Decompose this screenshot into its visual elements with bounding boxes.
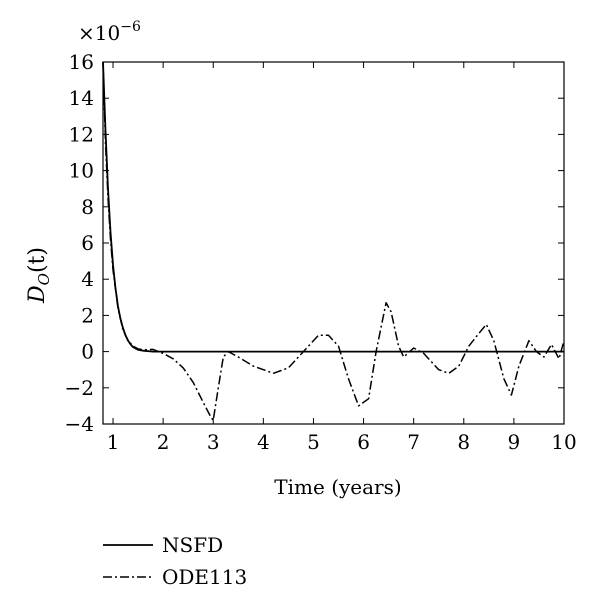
x-tick-label: 10 [551, 430, 576, 454]
x-tick-label: 5 [307, 430, 320, 454]
x-tick-label: 2 [157, 430, 170, 454]
y-tick-label: 2 [81, 303, 94, 327]
y-tick-label: 0 [81, 340, 94, 364]
y-tick-label: 14 [69, 86, 94, 110]
y-tick-label: 4 [81, 267, 94, 291]
series-line-ode113 [102, 61, 565, 422]
y-multiplier-base: ×10 [78, 21, 120, 45]
y-axis-label-subscript: O [35, 273, 53, 285]
x-axis-label: Time (years) [274, 475, 401, 499]
legend: NSFD ODE113 [103, 533, 247, 589]
series-line-nsfd [102, 61, 564, 353]
x-tick-label: 9 [508, 430, 521, 454]
y-axis-label: DO(t) [25, 247, 53, 304]
x-tick-label: 6 [357, 430, 370, 454]
x-tick-label: 8 [457, 430, 470, 454]
y-multiplier-exponent: −6 [120, 19, 141, 35]
y-tick-label: 8 [81, 195, 94, 219]
y-axis-label-argument: (t) [25, 247, 50, 273]
legend-label-nsfd: NSFD [162, 533, 223, 557]
y-tick-label: 16 [69, 50, 94, 74]
legend-label-ode113: ODE113 [162, 565, 247, 589]
x-tick-label: 7 [407, 430, 420, 454]
y-tick-label: −2 [65, 376, 94, 400]
y-multiplier: ×10−6 [78, 19, 141, 45]
y-tick-label: 12 [69, 122, 94, 146]
y-tick-label: −4 [65, 412, 94, 436]
y-tick-label: 6 [81, 231, 94, 255]
y-tick-label: 10 [69, 159, 94, 183]
x-tick-label: 3 [207, 430, 220, 454]
plot-frame [102, 61, 565, 425]
x-tick-label: 1 [107, 430, 120, 454]
x-tick-label: 4 [257, 430, 270, 454]
series-layer [102, 61, 565, 422]
y-axis-label-main: D [25, 285, 50, 304]
